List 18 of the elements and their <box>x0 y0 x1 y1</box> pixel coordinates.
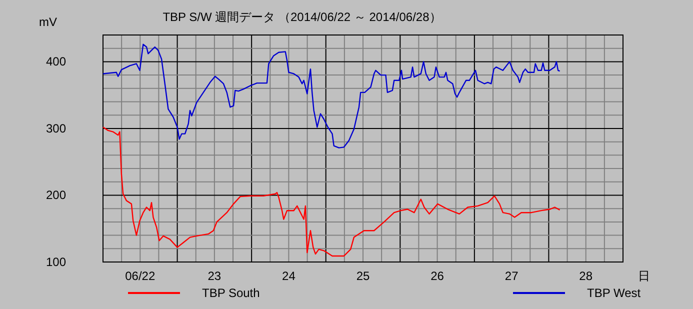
line-series <box>102 44 560 148</box>
y-tick-label: 200 <box>46 188 66 202</box>
x-tick-label: 06/22 <box>125 269 156 283</box>
y-tick-label: 100 <box>46 255 66 269</box>
x-tick-label: 27 <box>504 269 519 283</box>
y-axis-title: mV <box>39 15 57 29</box>
chart-title: TBP S/W 週間データ （2014/06/22 ～ 2014/06/28） <box>162 10 442 24</box>
x-tick-label: 23 <box>208 269 222 283</box>
line-series <box>102 126 560 257</box>
x-tick-label: 26 <box>430 269 444 283</box>
x-tick-label: 28 <box>579 269 593 283</box>
y-tick-label: 300 <box>46 121 66 136</box>
x-axis-title: 日 <box>638 269 650 283</box>
x-tick-label: 24 <box>282 269 296 283</box>
legend-label: TBP West <box>587 286 642 300</box>
y-tick-label: 400 <box>46 54 66 69</box>
legend-label: TBP South <box>202 286 260 300</box>
x-tick-label: 25 <box>356 269 370 283</box>
